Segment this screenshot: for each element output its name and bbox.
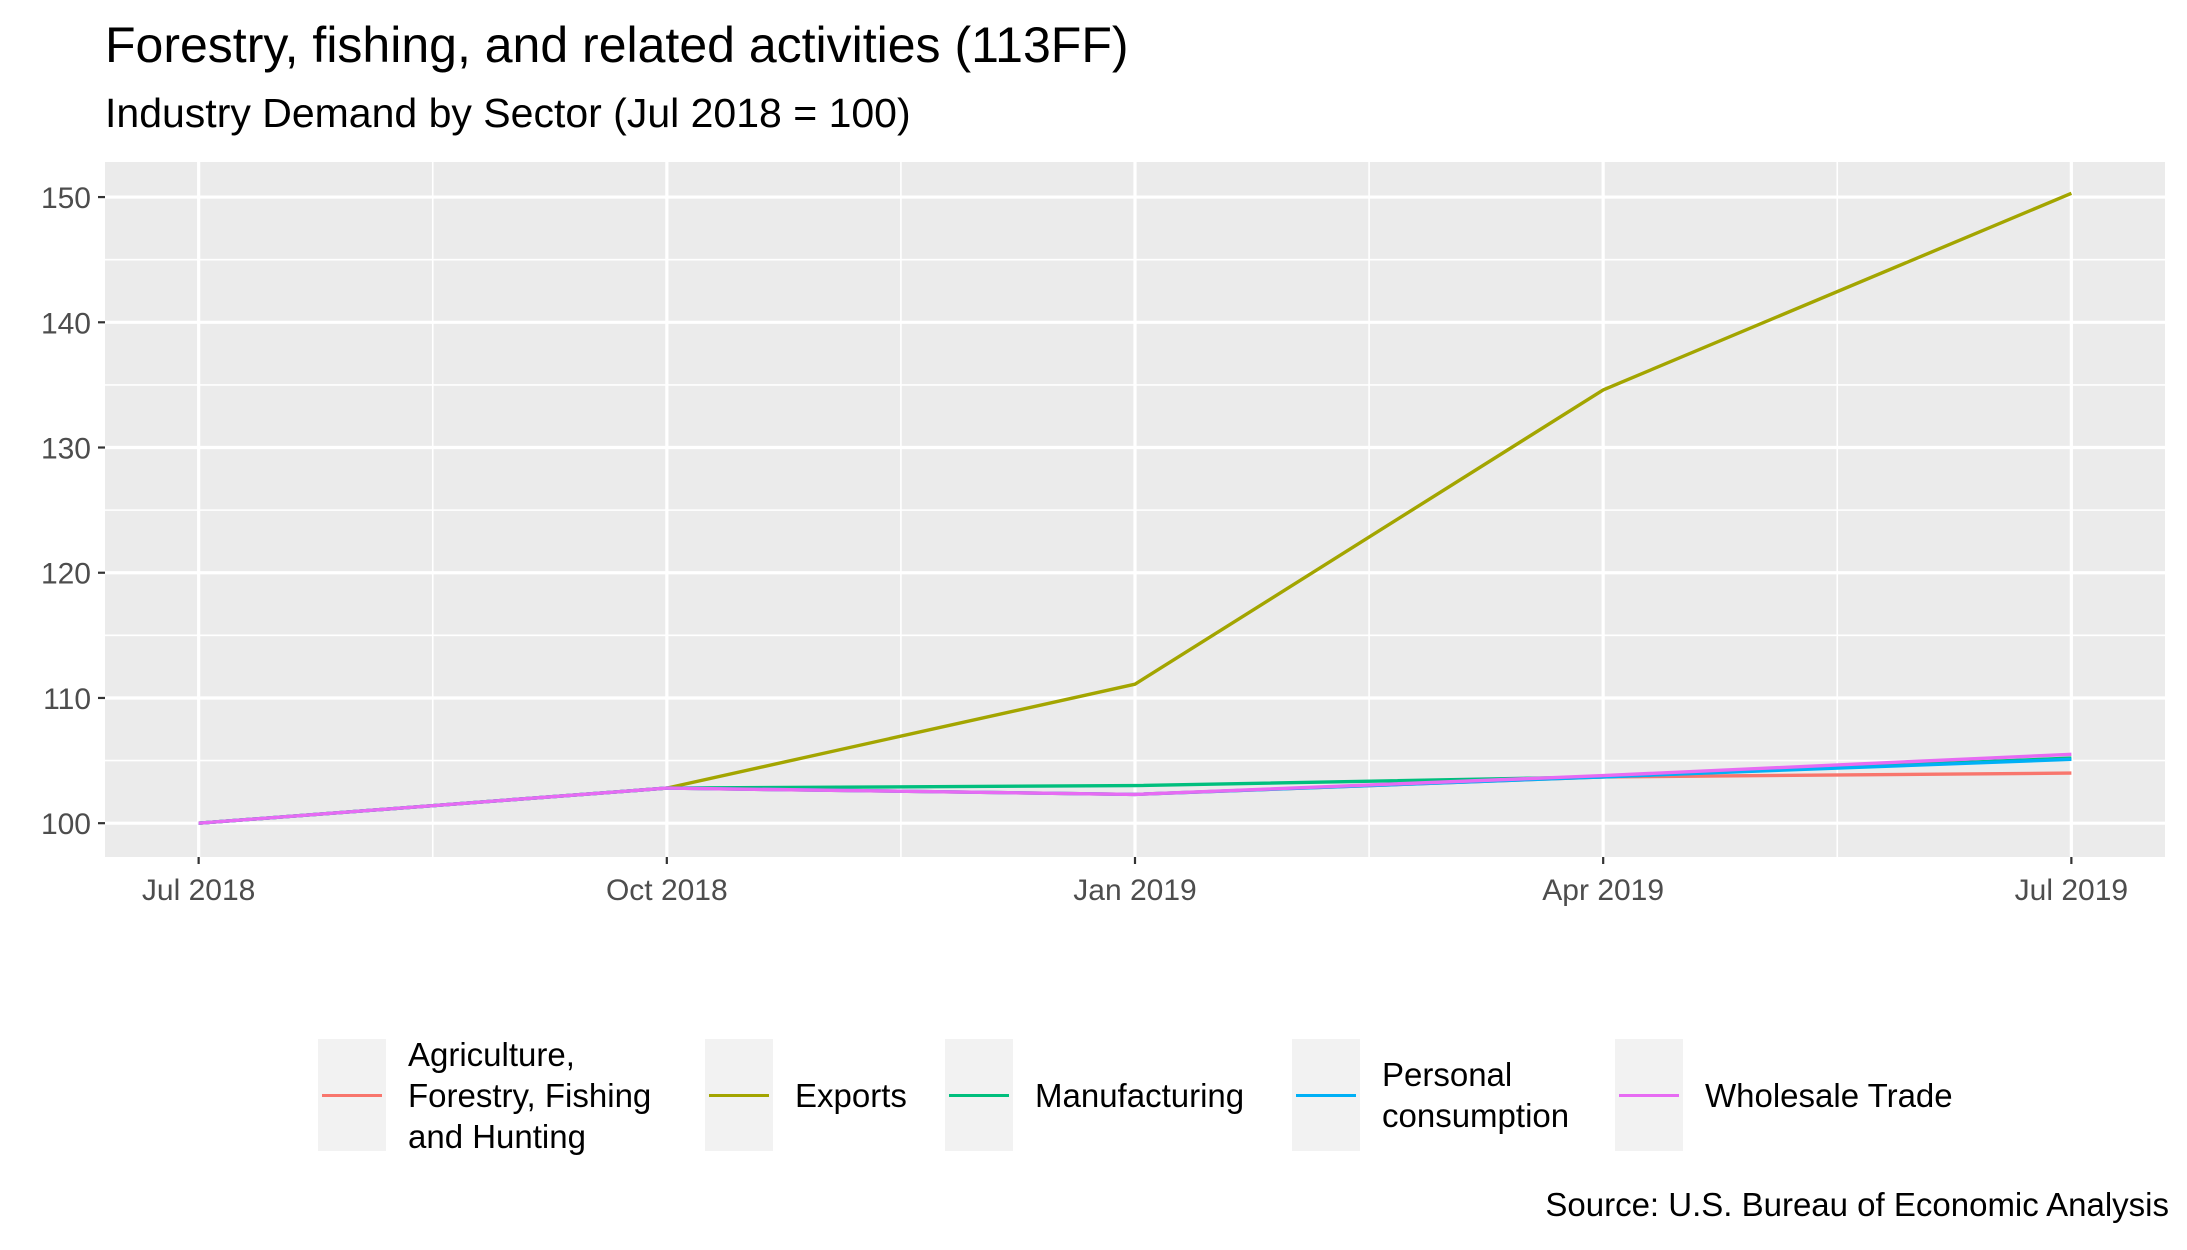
legend-item-wholesale-trade: Wholesale Trade — [1615, 1035, 1953, 1155]
legend-key — [318, 1039, 386, 1151]
x-tick-label: Jan 2019 — [1073, 874, 1196, 907]
legend-item-exports: Exports — [705, 1035, 907, 1155]
legend-line — [709, 1094, 769, 1097]
legend-item-manufacturing: Manufacturing — [945, 1035, 1244, 1155]
legend: Agriculture, Forestry, Fishing and Hunti… — [0, 1035, 2187, 1155]
chart-subtitle: Industry Demand by Sector (Jul 2018 = 10… — [105, 90, 911, 136]
x-tick-label: Oct 2018 — [606, 874, 728, 907]
legend-label: Personal consumption — [1382, 1056, 1570, 1134]
legend-item-agriculture: Agriculture, Forestry, Fishing and Hunti… — [318, 1035, 651, 1155]
series-line-wholesale-trade — [198, 752, 2072, 825]
x-axis: Jul 2018 Oct 2018 Jan 2019 Apr 2019 Jul 2019 — [142, 857, 2128, 907]
legend-key — [945, 1039, 1013, 1151]
legend-label: Wholesale Trade — [1705, 1076, 1953, 1114]
legend-key — [1615, 1039, 1683, 1151]
line-chart: 100 110 120 130 140 150 Jul 2018 Oct 2018 Jan 2… — [41, 162, 2165, 907]
source-caption: Source: U.S. Bureau of Economic Analysis — [1545, 1186, 2169, 1223]
legend-line — [1619, 1094, 1679, 1097]
y-tick-label: 120 — [41, 558, 91, 591]
legend-label: Agriculture, Forestry, Fishing and Hunti… — [408, 1035, 652, 1155]
legend-label: Exports — [795, 1076, 907, 1114]
x-tick-label: Jul 2018 — [142, 874, 255, 907]
y-axis: 100 110 120 130 140 150 — [41, 182, 105, 841]
legend-key — [705, 1039, 773, 1151]
y-tick-label: 140 — [41, 307, 91, 340]
y-tick-label: 100 — [41, 808, 91, 841]
legend-key — [1292, 1039, 1360, 1151]
major-gridlines — [105, 162, 2165, 857]
chart-title: Forestry, fishing, and related activitie… — [105, 17, 1129, 73]
y-tick-label: 110 — [43, 683, 91, 716]
y-tick-label: 130 — [41, 433, 91, 466]
legend-line — [949, 1094, 1009, 1097]
series-lines — [198, 191, 2073, 825]
legend-line — [1296, 1094, 1356, 1097]
x-tick-label: Apr 2019 — [1542, 874, 1664, 907]
y-tick-label: 150 — [41, 182, 91, 215]
legend-label: Manufacturing — [1035, 1076, 1245, 1114]
legend-item-personal-consumption: Personal consumption — [1292, 1035, 1569, 1155]
legend-line — [322, 1094, 382, 1097]
x-tick-label: Jul 2019 — [2015, 874, 2128, 907]
